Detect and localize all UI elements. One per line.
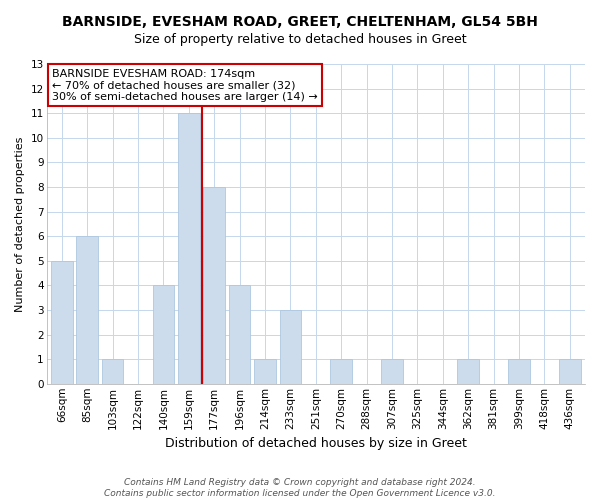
Text: BARNSIDE EVESHAM ROAD: 174sqm
← 70% of detached houses are smaller (32)
30% of s: BARNSIDE EVESHAM ROAD: 174sqm ← 70% of d… <box>52 69 318 102</box>
Bar <box>102 359 124 384</box>
Bar <box>457 359 479 384</box>
Bar <box>508 359 530 384</box>
Bar <box>254 359 276 384</box>
Bar <box>76 236 98 384</box>
Text: BARNSIDE, EVESHAM ROAD, GREET, CHELTENHAM, GL54 5BH: BARNSIDE, EVESHAM ROAD, GREET, CHELTENHA… <box>62 15 538 29</box>
Y-axis label: Number of detached properties: Number of detached properties <box>15 136 25 312</box>
Text: Size of property relative to detached houses in Greet: Size of property relative to detached ho… <box>134 32 466 46</box>
Bar <box>178 113 200 384</box>
Bar <box>280 310 301 384</box>
X-axis label: Distribution of detached houses by size in Greet: Distribution of detached houses by size … <box>165 437 467 450</box>
Text: Contains HM Land Registry data © Crown copyright and database right 2024.
Contai: Contains HM Land Registry data © Crown c… <box>104 478 496 498</box>
Bar <box>331 359 352 384</box>
Bar <box>559 359 581 384</box>
Bar <box>229 286 250 384</box>
Bar <box>381 359 403 384</box>
Bar <box>203 187 225 384</box>
Bar <box>152 286 174 384</box>
Bar <box>51 261 73 384</box>
